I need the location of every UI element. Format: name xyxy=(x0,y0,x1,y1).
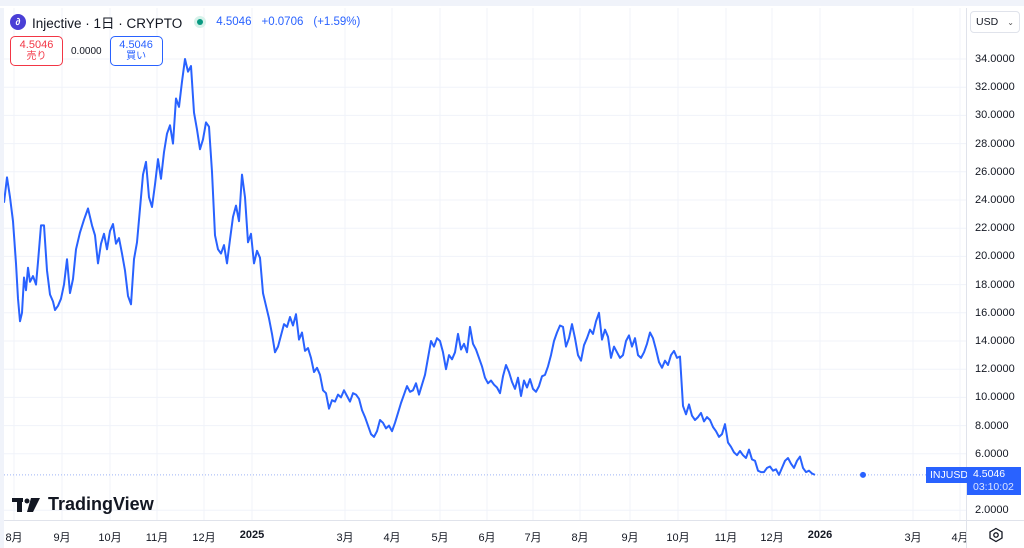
price-tick-label: 28.0000 xyxy=(975,137,1015,150)
price-tick-label: 8.0000 xyxy=(975,419,1009,432)
time-tick-label: 2026 xyxy=(807,529,833,541)
time-tick-label: 2025 xyxy=(239,529,265,541)
market-open-dot-icon xyxy=(194,16,207,28)
sell-label: 売り xyxy=(26,51,47,62)
currency-select[interactable]: USD ⌄ xyxy=(970,11,1020,33)
price-axis[interactable]: 34.0000 32.0000 30.0000 28.0000 26.0000 24.00… xyxy=(966,8,1024,520)
time-tick-label: 3月 xyxy=(904,532,922,544)
buy-button[interactable]: 4.5046 買い xyxy=(109,36,163,66)
time-tick-label: 10月 xyxy=(666,532,690,544)
last-price: 4.5046 xyxy=(216,16,252,28)
symbol-price-tag: INJUSD xyxy=(926,467,972,483)
price-tick-label: 20.0000 xyxy=(975,250,1015,263)
time-tick-label: 9月 xyxy=(621,532,639,544)
price-tick-label: 22.0000 xyxy=(975,222,1015,235)
price-tick-label: 12.0000 xyxy=(975,363,1015,376)
time-tick-label: 7月 xyxy=(524,532,542,544)
time-tick-label: 11月 xyxy=(145,532,169,544)
price-tick-label: 2.0000 xyxy=(975,504,1009,517)
settings-hexagon-icon xyxy=(988,527,1003,542)
settings-button[interactable] xyxy=(966,520,1024,548)
top-strip xyxy=(0,0,1024,6)
chart-plot-area[interactable] xyxy=(4,8,966,520)
chevron-down-icon: ⌄ xyxy=(1007,17,1014,27)
time-tick-label: 10月 xyxy=(98,532,122,544)
bar-countdown: 03:10:02 xyxy=(973,481,1014,493)
time-tick-label: 8月 xyxy=(5,532,23,544)
sell-button[interactable]: 4.5046 売り xyxy=(10,36,63,66)
time-tick-label: 4月 xyxy=(951,532,969,544)
price-tick-label: 6.0000 xyxy=(975,447,1009,460)
tradingview-logo-icon xyxy=(12,497,40,512)
buy-price: 4.5046 xyxy=(119,39,153,51)
time-axis[interactable]: 8月 9月 10月 11月 12月 2025 3月 4月 5月 6月 7月 8月 9月 10月 11月 12月… xyxy=(4,520,969,548)
price-tick-label: 32.0000 xyxy=(975,81,1015,94)
price-change-pct: (+1.59%) xyxy=(313,16,361,28)
time-tick-label: 5月 xyxy=(431,532,449,544)
tradingview-wordmark: TradingView xyxy=(48,494,154,514)
price-tick-label: 30.0000 xyxy=(975,109,1015,122)
time-tick-label: 8月 xyxy=(571,532,589,544)
time-tick-label: 11月 xyxy=(714,532,738,544)
price-tick-label: 10.0000 xyxy=(975,391,1015,404)
symbol-legend[interactable]: ∂ Injective · 1日 · CRYPTO 4.5046 +0.0706… xyxy=(10,12,360,32)
price-line-chart xyxy=(4,8,966,520)
spread-value: 0.0000 xyxy=(71,45,102,57)
tradingview-branding[interactable]: TradingView xyxy=(12,494,154,515)
price-tick-label: 26.0000 xyxy=(975,165,1015,178)
symbol-title[interactable]: Injective · 1日 · CRYPTO xyxy=(32,16,183,31)
time-tick-label: 9月 xyxy=(53,532,71,544)
price-tick-label: 16.0000 xyxy=(975,306,1015,319)
current-price: 4.5046 xyxy=(973,468,1006,480)
price-change: +0.0706 xyxy=(261,16,304,28)
left-strip xyxy=(0,8,4,548)
time-tick-label: 3月 xyxy=(336,532,354,544)
price-tick-label: 34.0000 xyxy=(975,53,1015,65)
injective-logo-icon: ∂ xyxy=(10,14,26,30)
time-tick-label: 12月 xyxy=(192,532,216,544)
price-tick-label: 14.0000 xyxy=(975,335,1015,347)
time-tick-label: 12月 xyxy=(760,532,784,544)
price-tick-label: 18.0000 xyxy=(975,278,1015,291)
sell-price: 4.5046 xyxy=(19,39,54,51)
price-tick-label: 24.0000 xyxy=(975,194,1015,206)
time-tick-label: 4月 xyxy=(383,532,401,544)
time-tick-label: 6月 xyxy=(478,532,496,544)
current-price-tag: 4.5046 03:10:02 xyxy=(967,467,1021,495)
buy-label: 買い xyxy=(126,51,147,62)
trade-buttons: 4.5046 売り 0.0000 4.5046 買い xyxy=(10,36,163,66)
currency-label: USD xyxy=(976,16,999,28)
